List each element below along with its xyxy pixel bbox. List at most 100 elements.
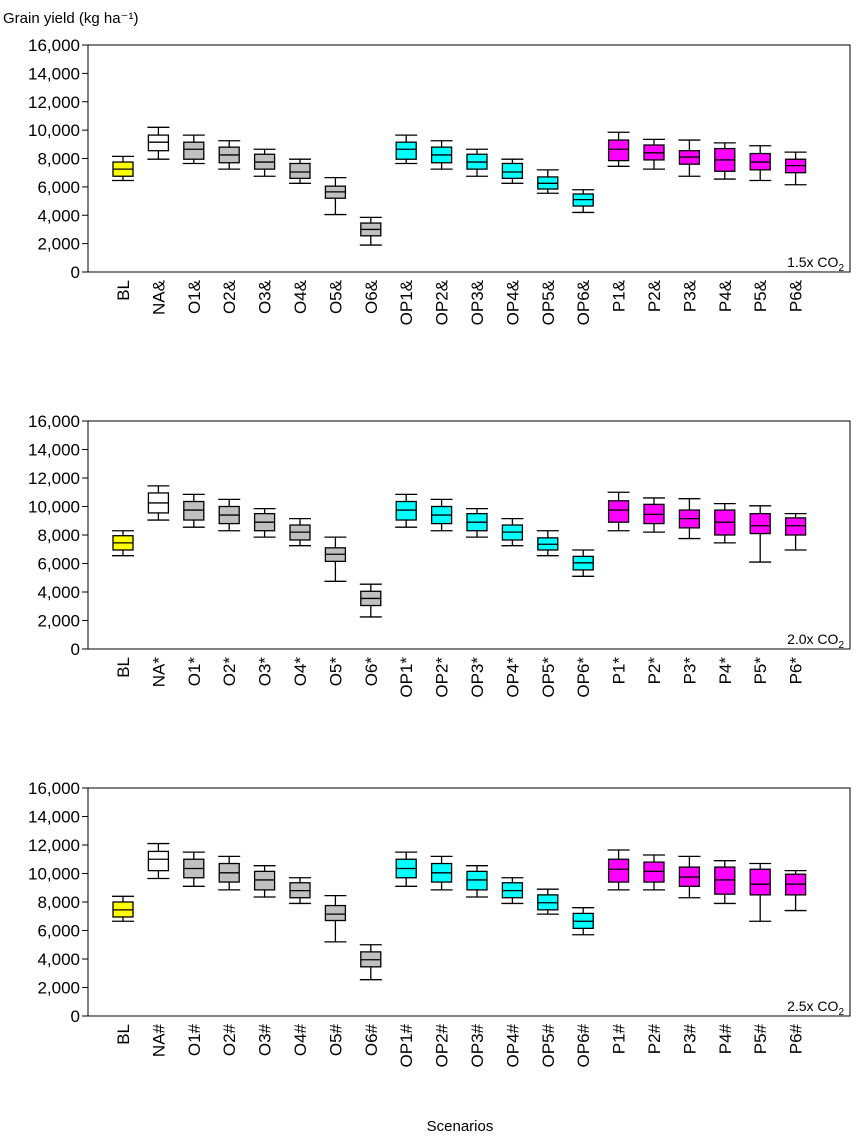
y-axis-title: Grain yield (kg ha⁻¹) (3, 10, 138, 27)
box-P4& (713, 142, 736, 180)
box-OP1# (395, 851, 418, 887)
box-P4# (713, 860, 736, 905)
box-P6# (784, 870, 807, 912)
y-tick-label: 10,000 (28, 865, 80, 884)
box-OP3# (466, 865, 488, 898)
x-tick-label: OP3* (468, 657, 487, 698)
panel-co2-label: 2.5x CO2 (787, 998, 844, 1018)
box-P3& (678, 139, 701, 177)
x-tick-label: O4* (291, 657, 310, 687)
x-tick-label: P4* (716, 657, 735, 685)
y-tick-label: 2,000 (37, 612, 80, 631)
x-tick-label: O3* (256, 657, 275, 687)
box-OP1& (395, 134, 418, 165)
box-P6* (784, 512, 807, 551)
box-O5* (324, 536, 347, 582)
y-tick-label: 14,000 (28, 441, 80, 460)
box-OP5* (536, 530, 559, 557)
y-tick-label: 2,000 (37, 979, 80, 998)
panel-co2-label: 2.0x CO2 (787, 631, 844, 651)
x-axis-title: Scenarios (427, 1118, 494, 1135)
box-P2& (643, 138, 665, 170)
x-tick-label: OP4& (503, 279, 522, 325)
y-tick-label: 16,000 (28, 36, 80, 55)
x-tick-label: O1* (185, 657, 204, 687)
box-O2& (218, 140, 241, 170)
box-P2# (643, 854, 665, 891)
box-NA& (147, 126, 170, 160)
iqr-box (395, 141, 417, 160)
box-OP2& (430, 140, 453, 170)
x-tick-label: P3& (680, 279, 699, 312)
x-tick-label: OP1# (397, 1023, 416, 1067)
iqr-box (749, 868, 771, 896)
x-tick-label: O1& (185, 279, 204, 314)
box-NA# (147, 842, 170, 880)
box-O5& (324, 177, 347, 216)
box-BL (112, 895, 134, 922)
iqr-box (714, 866, 736, 895)
box-P1* (607, 491, 630, 532)
y-tick-label: 0 (71, 640, 80, 659)
box-O2# (218, 855, 241, 891)
x-tick-label: BL (114, 1024, 133, 1045)
x-tick-label: OP6# (574, 1023, 593, 1067)
x-tick-label: OP5& (539, 279, 558, 325)
box-OP6# (572, 907, 595, 936)
x-tick-label: O6& (362, 279, 381, 314)
box-OP4& (501, 158, 524, 184)
iqr-box (183, 141, 205, 160)
x-tick-label: BL (114, 657, 133, 678)
x-tick-label: O4& (291, 279, 310, 314)
iqr-box (643, 861, 665, 883)
x-tick-label: P4& (716, 279, 735, 312)
x-tick-label: P5* (751, 657, 770, 685)
y-tick-label: 4,000 (37, 950, 80, 969)
iqr-box (749, 512, 771, 535)
x-tick-label: OP1& (397, 279, 416, 325)
iqr-box (147, 134, 170, 152)
y-tick-label: 6,000 (37, 922, 80, 941)
box-O5# (324, 894, 347, 943)
x-tick-label: P6* (787, 657, 806, 685)
y-tick-label: 6,000 (37, 555, 80, 574)
y-tick-label: 8,000 (37, 893, 80, 912)
x-tick-label: OP2# (433, 1023, 452, 1067)
box-O1# (182, 851, 205, 887)
panel-3: 0 2,000 4,000 6,000 8,000 10,000 12,000 14,000 1… (28, 779, 851, 1067)
box-OP5# (536, 888, 559, 915)
x-tick-label: P3* (680, 657, 699, 685)
y-tick-label: 0 (71, 263, 80, 282)
x-tick-label: NA& (149, 279, 168, 315)
x-tick-label: OP4* (503, 657, 522, 698)
x-tick-label: P1& (610, 279, 629, 312)
iqr-box (324, 904, 347, 922)
box-OP3& (466, 148, 488, 177)
x-tick-label: O4# (291, 1023, 310, 1056)
x-tick-label: OP6& (574, 279, 593, 325)
box-O3& (253, 148, 276, 177)
box-O6# (359, 944, 382, 981)
y-tick-label: 0 (71, 1007, 80, 1026)
x-tick-label: OP2& (433, 279, 452, 325)
y-tick-label: 14,000 (28, 808, 80, 827)
x-tick-label: OP6* (574, 657, 593, 698)
x-tick-label: O3# (256, 1023, 275, 1056)
x-tick-label: NA# (149, 1023, 168, 1057)
y-tick-label: 10,000 (28, 498, 80, 517)
box-P5# (749, 862, 772, 922)
x-tick-label: P1* (610, 657, 629, 685)
box-OP6* (572, 549, 595, 577)
iqr-box (466, 870, 488, 891)
box-O4* (289, 517, 311, 547)
x-tick-label: P6# (787, 1023, 806, 1054)
x-tick-label: OP5* (539, 657, 558, 698)
x-tick-label: O2* (220, 657, 239, 687)
x-tick-label: P1# (610, 1023, 629, 1054)
box-NA* (147, 485, 170, 521)
box-O1& (182, 134, 205, 165)
iqr-box (183, 500, 205, 521)
y-tick-label: 6,000 (37, 178, 80, 197)
box-P3* (678, 498, 701, 540)
